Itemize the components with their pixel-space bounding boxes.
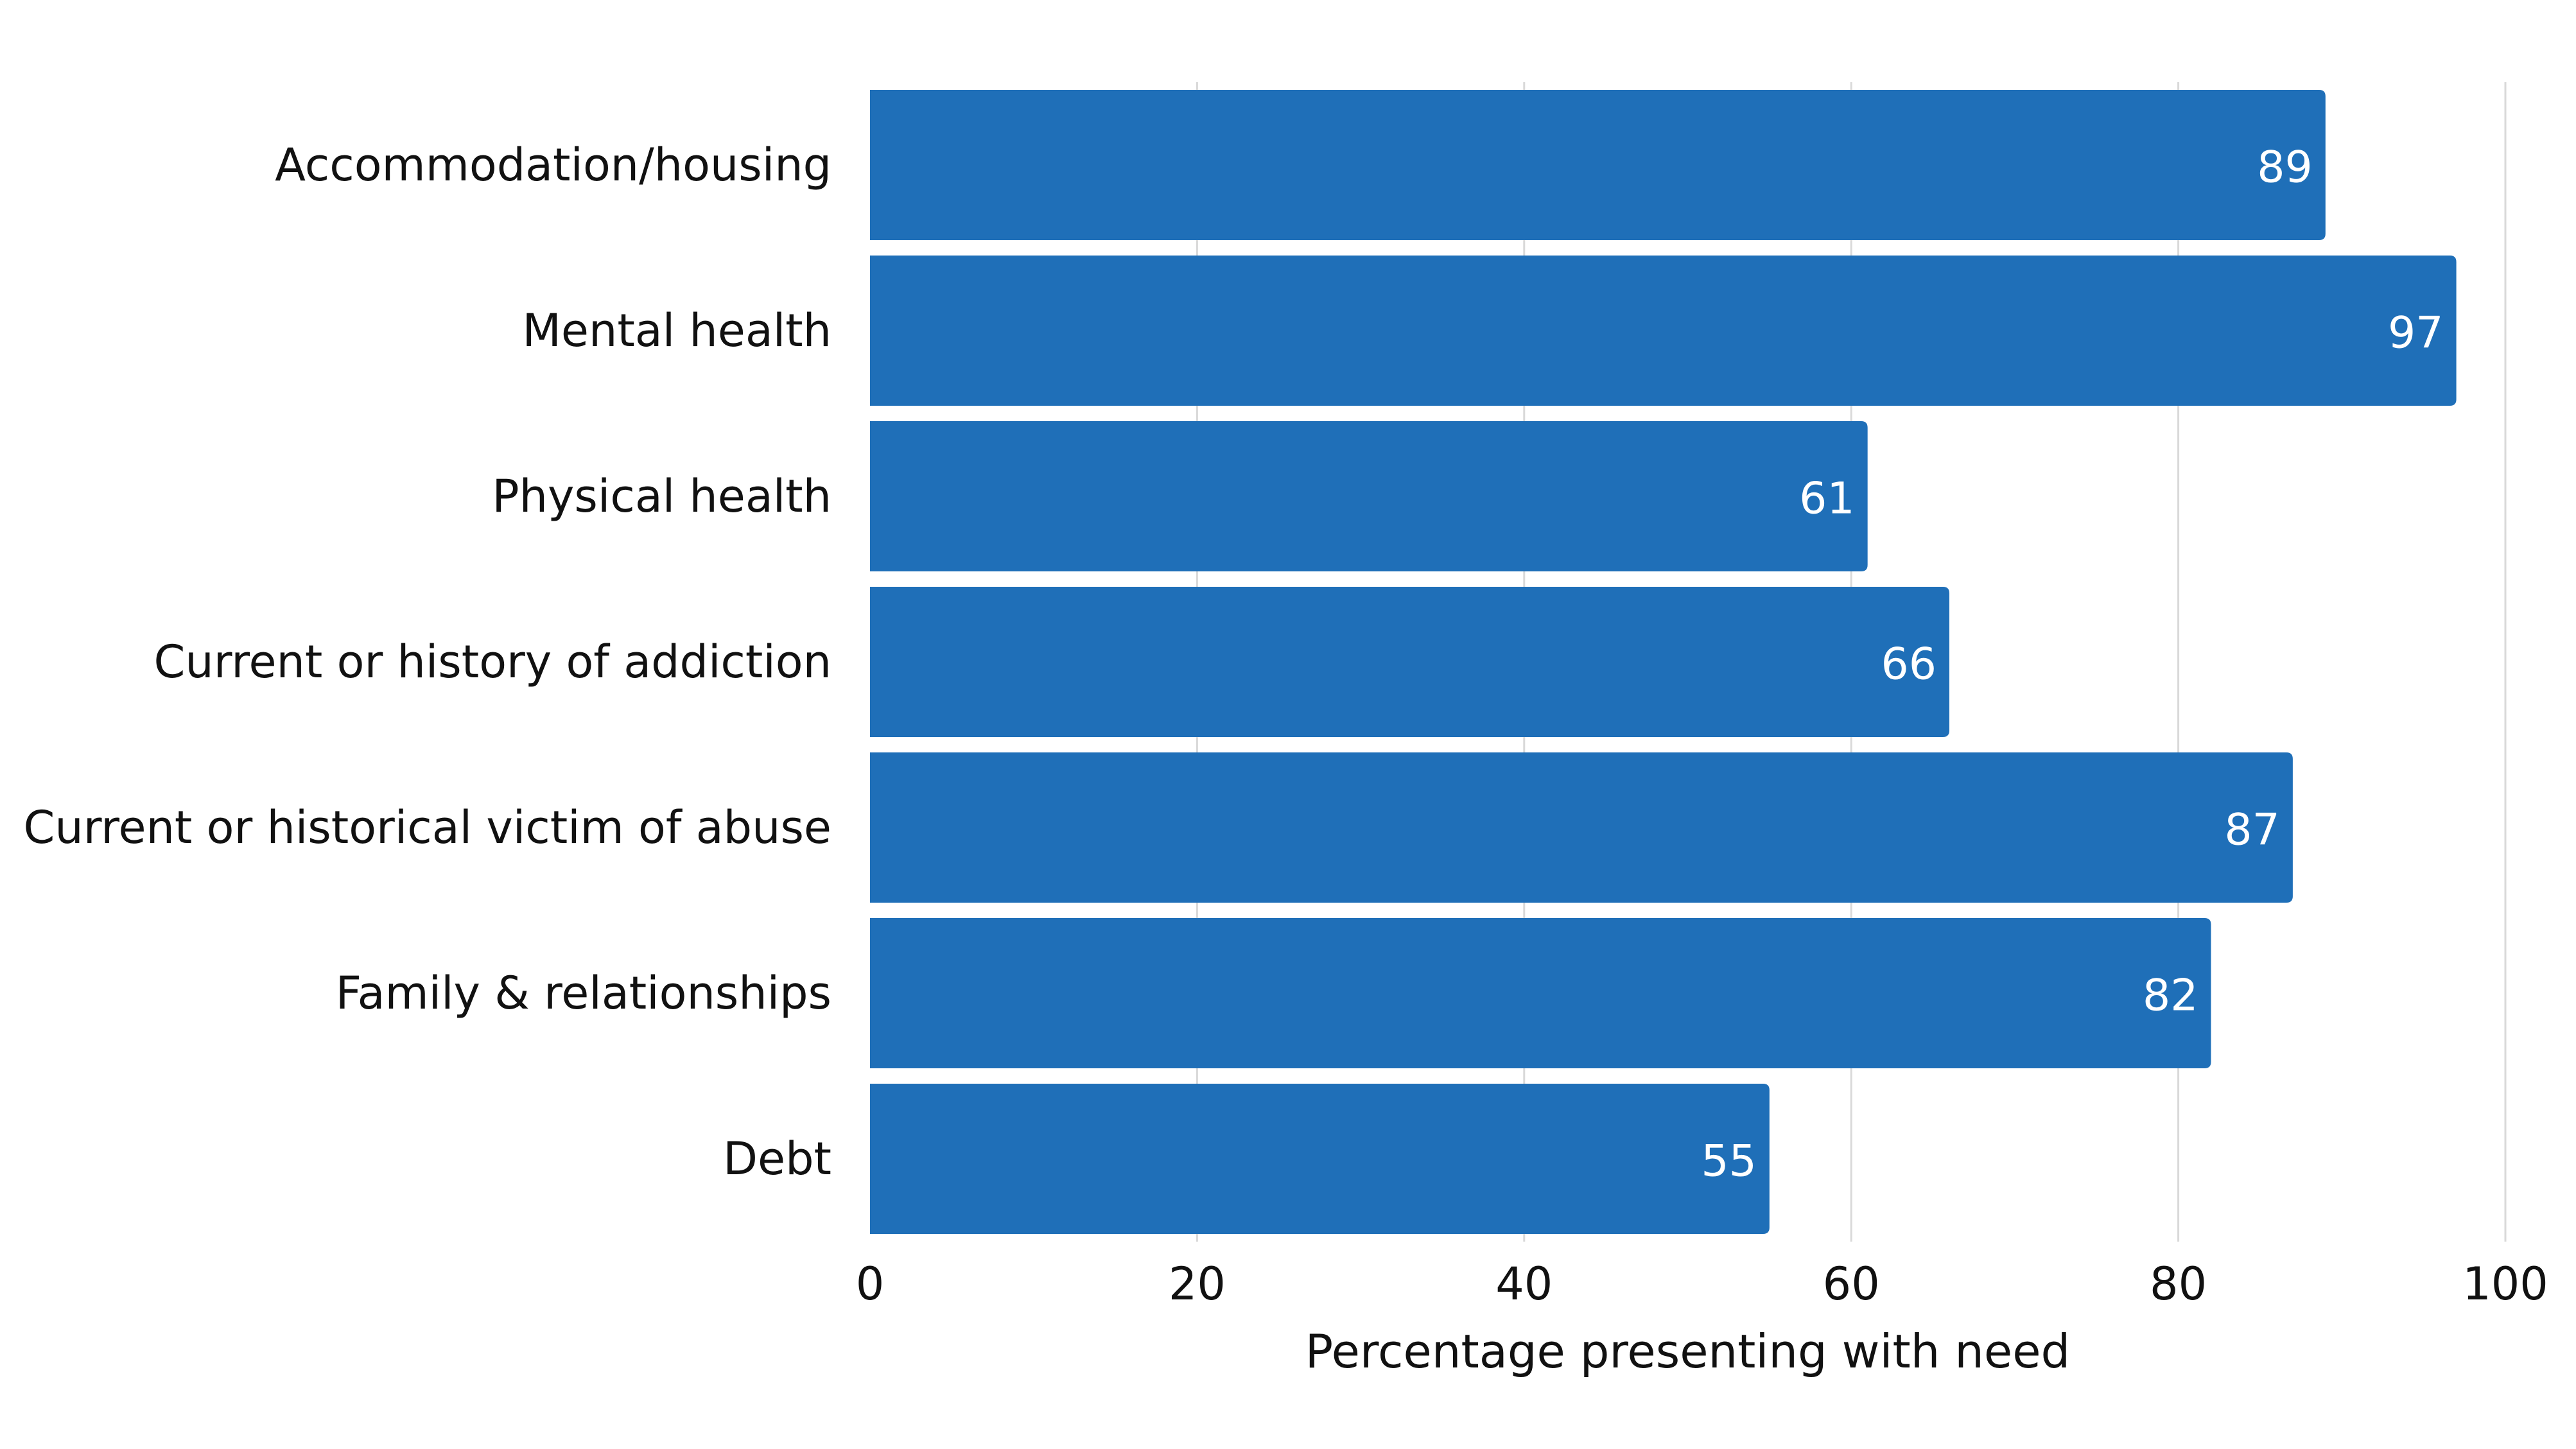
x-tick-label: 20 <box>1169 1258 1226 1310</box>
category-label: Physical health <box>492 470 831 523</box>
value-label: 66 <box>1881 639 1936 690</box>
x-tick-label: 80 <box>2150 1258 2207 1310</box>
category-labels: Accommodation/housing Mental health Physic… <box>23 139 831 1185</box>
bar <box>870 587 1950 737</box>
bars <box>870 90 2457 1234</box>
bar <box>870 90 2326 240</box>
x-tick-label: 0 <box>856 1258 885 1310</box>
category-label: Accommodation/housing <box>275 139 831 191</box>
x-tick-label: 100 <box>2462 1258 2548 1310</box>
value-labels: 89 97 61 66 87 82 55 <box>1701 143 2443 1187</box>
x-tick-label: 60 <box>1823 1258 1880 1310</box>
x-tick-label: 40 <box>1495 1258 1553 1310</box>
category-label: Debt <box>723 1132 831 1185</box>
bar <box>870 918 2211 1068</box>
category-label: Current or historical victim of abuse <box>23 801 831 854</box>
value-label: 82 <box>2143 971 2198 1021</box>
value-label: 87 <box>2224 805 2280 856</box>
x-axis-ticks: 0 20 40 60 80 100 <box>856 1258 2548 1310</box>
category-label: Current or history of addiction <box>153 636 831 688</box>
category-label: Family & relationships <box>336 967 831 1020</box>
value-label: 89 <box>2257 143 2313 193</box>
value-label: 55 <box>1701 1136 1757 1187</box>
value-label: 97 <box>2388 308 2444 359</box>
value-label: 61 <box>1799 474 1855 525</box>
x-axis-title: Percentage presenting with need <box>1305 1324 2070 1378</box>
bar <box>870 256 2457 406</box>
category-label: Mental health <box>523 304 831 357</box>
bar <box>870 1084 1770 1234</box>
bar <box>870 421 1868 571</box>
bar <box>870 752 2293 903</box>
